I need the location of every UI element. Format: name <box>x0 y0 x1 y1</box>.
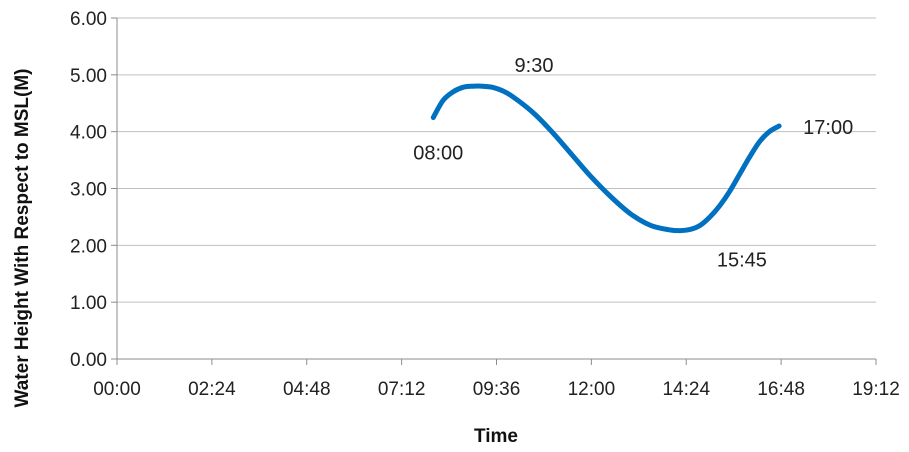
x-tick-label: 02:24 <box>188 379 236 400</box>
gridlines <box>117 17 876 303</box>
x-tick-label: 07:12 <box>378 379 426 400</box>
x-axis-title: Time <box>474 426 518 447</box>
y-axis-title: Water Height With Respect to MSL(M) <box>12 68 33 407</box>
x-tick-label: 04:48 <box>283 379 331 400</box>
series-line <box>430 83 782 234</box>
x-tick-label: 09:36 <box>473 379 521 400</box>
data-label: 08:00 <box>413 142 463 164</box>
data-label: 17:00 <box>803 117 853 139</box>
y-tick-label: 4.00 <box>70 123 107 144</box>
y-tick-label: 0.00 <box>70 350 107 371</box>
y-tick-label: 1.00 <box>70 293 107 314</box>
annotations: 08:00 9:30 15:45 17:00 <box>413 55 853 271</box>
tick-labels: 0.00 1.00 2.00 3.00 4.00 5.00 6.00 00:00 02:24 04… <box>70 9 900 400</box>
x-tick-label: 12:00 <box>568 379 616 400</box>
x-tick-label: 19:12 <box>852 379 900 400</box>
y-tick-label: 5.00 <box>70 66 107 87</box>
y-tick-label: 6.00 <box>70 9 107 30</box>
data-label: 9:30 <box>515 55 554 77</box>
y-tick-label: 2.00 <box>70 236 107 257</box>
x-tick-label: 00:00 <box>93 379 141 400</box>
series-layer <box>430 83 782 234</box>
x-tick-label: 14:24 <box>662 379 710 400</box>
data-label: 15:45 <box>717 250 767 272</box>
x-tick-label: 16:48 <box>757 379 805 400</box>
axes <box>111 17 877 365</box>
y-tick-label: 3.00 <box>70 180 107 201</box>
